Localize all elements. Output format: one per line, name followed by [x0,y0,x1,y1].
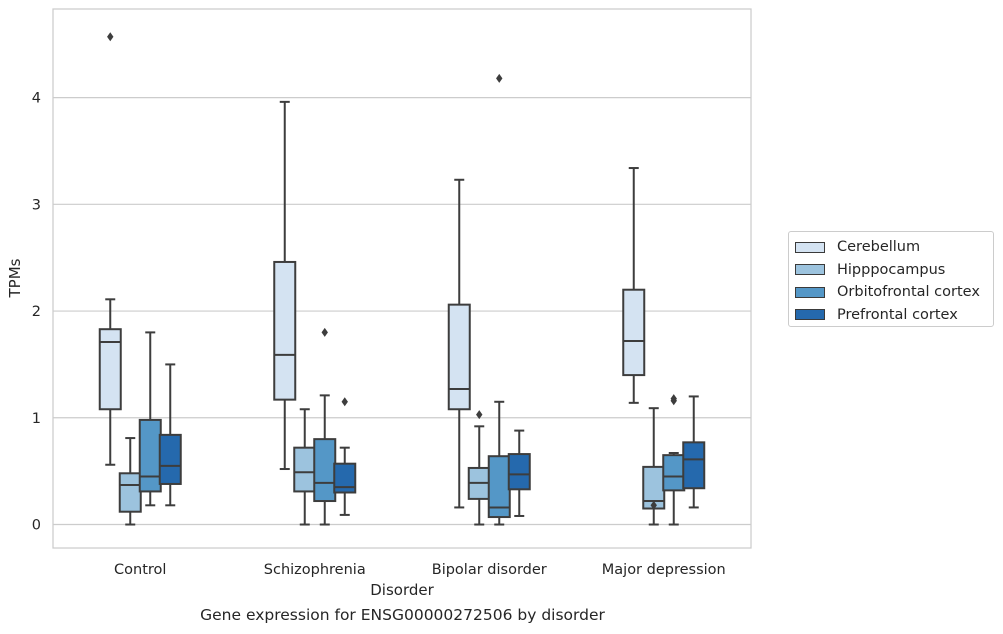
box-hipppocampus-3 [642,407,666,526]
outlier-point [321,327,328,337]
outlier-point [670,394,677,404]
iqr-box [662,454,686,492]
legend-label-prefrontal-cortex: Prefrontal cortex [837,306,958,323]
box-orbitofrontal-cortex-1 [313,327,337,526]
box-cerebellum-0 [98,32,122,466]
x-axis-label: Disorder [370,581,434,599]
legend-item-prefrontal-cortex: Prefrontal cortex [795,304,987,327]
box-prefrontal-cortex-1 [333,397,357,516]
figure-caption: Gene expression for ENSG00000272506 by d… [200,606,605,624]
iqr-box [293,446,317,493]
x-tick-label-bipolar-disorder: Bipolar disorder [432,562,547,578]
box-series [98,32,706,526]
x-tick-labels: Control Schizophrenia Bipolar disorder Majo… [114,562,726,578]
y-tick-label-3: 3 [32,197,41,213]
outlier-point [650,500,657,510]
y-tick-label-1: 1 [32,411,41,427]
y-axis-label: TPMs [6,258,24,298]
x-tick-label-schizophrenia: Schizophrenia [264,562,366,578]
box-cerebellum-2 [447,178,471,509]
iqr-box [158,433,182,485]
x-tick-label-control: Control [114,562,166,578]
box-prefrontal-cortex-2 [507,429,531,517]
legend-swatch-orbitofrontal-cortex [795,286,825,298]
box-orbitofrontal-cortex-2 [487,73,511,526]
legend-item-cerebellum: Cerebellum [795,236,987,259]
box-orbitofrontal-cortex-3 [662,394,686,526]
iqr-box [333,462,357,494]
box-hipppocampus-0 [118,437,142,526]
y-tick-labels: 0 1 2 3 4 [32,91,41,534]
legend-swatch-prefrontal-cortex [795,309,825,321]
legend-label-orbitofrontal-cortex: Orbitofrontal cortex [837,284,980,301]
iqr-box [447,303,471,411]
box-cerebellum-3 [622,167,646,404]
y-tick-label-4: 4 [32,91,41,107]
iqr-box [98,328,122,411]
y-tick-label-0: 0 [32,518,41,534]
plot-area-frame [52,8,752,549]
box-hipppocampus-1 [293,408,317,526]
iqr-box [622,288,646,377]
iqr-box [682,441,706,490]
box-cerebellum-1 [273,100,297,471]
box-hipppocampus-2 [467,410,491,526]
outlier-point [107,32,114,42]
legend-swatch-cerebellum [795,241,825,253]
legend-item-hippocampus: Hipppocampus [795,259,987,282]
outlier-point [341,397,348,407]
box-prefrontal-cortex-3 [682,395,706,509]
legend-label-hippocampus: Hipppocampus [837,261,946,278]
legend-label-cerebellum: Cerebellum [837,239,921,256]
iqr-box [273,260,297,401]
legend: Cerebellum Hipppocampus Orbitofrontal co… [788,231,994,327]
iqr-box [313,438,337,503]
outlier-point [496,73,503,83]
legend-swatch-hippocampus [795,264,825,276]
outlier-point [476,410,483,420]
box-orbitofrontal-cortex-0 [138,331,162,507]
iqr-box [138,418,162,493]
iqr-box [118,472,142,513]
box-prefrontal-cortex-0 [158,363,182,507]
x-tick-label-major-depression: Major depression [602,562,726,578]
legend-item-orbitofrontal-cortex: Orbitofrontal cortex [795,281,987,304]
y-tick-label-2: 2 [32,304,41,320]
iqr-box [507,453,531,491]
